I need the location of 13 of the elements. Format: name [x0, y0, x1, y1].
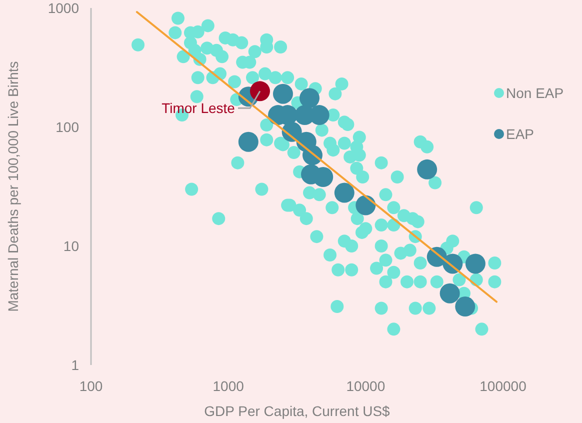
series-label: Timor Leste	[162, 100, 236, 116]
y-tick-label: 10	[63, 238, 80, 254]
x-tick-label: 1000	[212, 378, 244, 394]
x-tick-label: 100000	[480, 378, 527, 394]
x-tick-label: 10000	[346, 378, 386, 394]
x-tick-label: 100	[79, 378, 103, 394]
y-axis-title: Maternal Deaths per 100,000 Live Birhts	[5, 61, 21, 312]
y-tick-label: 100	[56, 118, 80, 135]
x-axis-title: GDP Per Capita, Current US$	[204, 403, 390, 419]
legend-label: Non EAP	[506, 84, 564, 101]
legend-label: EAP	[506, 126, 534, 142]
y-tick-label: 1000	[48, 0, 80, 16]
y-tick-label: 1	[71, 356, 80, 373]
